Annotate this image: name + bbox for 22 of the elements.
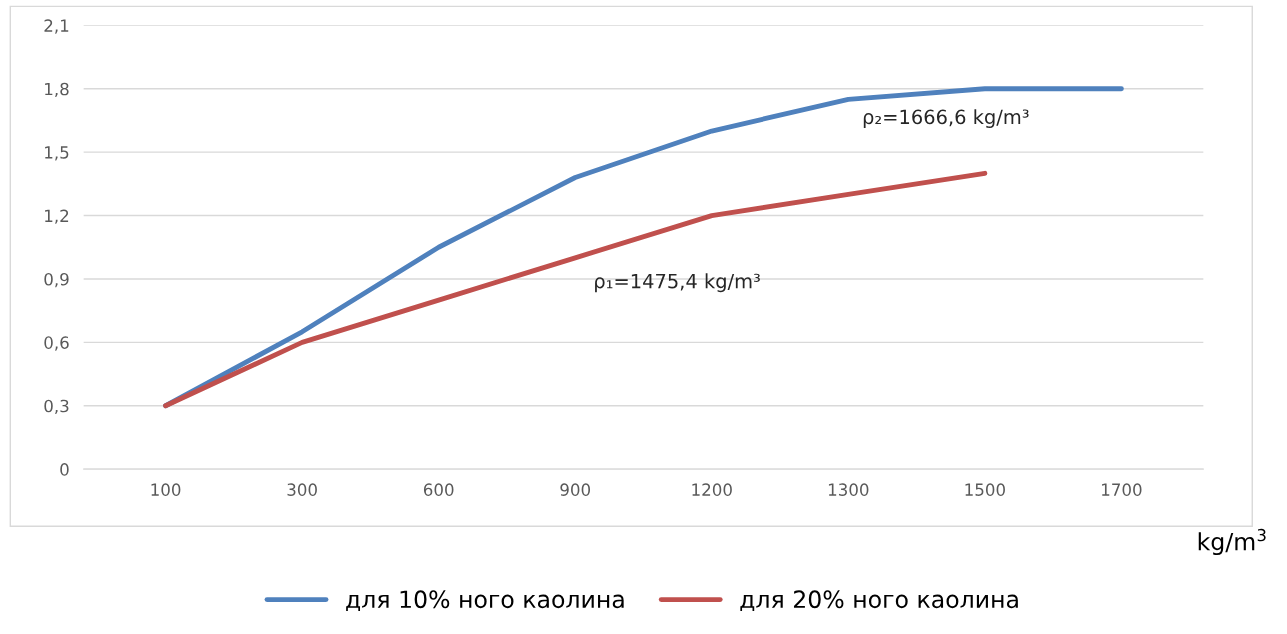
annotation: ρ₂=1666,6 kg/m³ <box>863 109 1029 128</box>
x-tick-label: 1200 <box>692 483 732 496</box>
x-tick-label: 1700 <box>1102 483 1142 496</box>
x-tick-label: 1500 <box>965 483 1005 496</box>
y-tick-label: 0,3 <box>44 399 69 415</box>
legend-label: для 10% ного каолина <box>346 590 624 612</box>
y-tick-label: 1,5 <box>45 146 69 161</box>
y-tick-label: 1,2 <box>45 209 69 224</box>
x-tick-label: 1300 <box>828 483 869 496</box>
y-tick-label: 2,1 <box>44 19 69 34</box>
x-tick-label: 100 <box>151 483 181 496</box>
annotation: ρ₁=1475,4 kg/m³ <box>595 273 760 293</box>
legend-label: для 20% ного каолина <box>740 590 1018 612</box>
line-series <box>163 170 988 409</box>
x-tick-label: 300 <box>287 483 317 496</box>
x-tick-label: 600 <box>423 483 454 496</box>
y-tick-label: 0,9 <box>44 272 69 288</box>
y-tick-label: 0,6 <box>44 336 69 351</box>
y-tick-label: 0 <box>60 463 69 476</box>
x-axis-title: kg/m$^{3}$ <box>1198 528 1266 556</box>
y-tick-label: 1,8 <box>45 82 69 98</box>
x-tick-label: 900 <box>560 483 591 496</box>
